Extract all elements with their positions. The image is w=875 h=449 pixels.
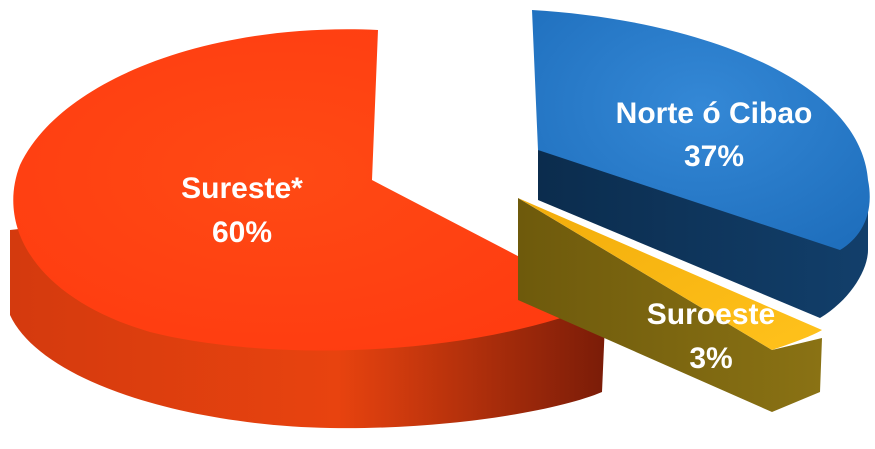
pie-slice-suroeste (518, 198, 822, 412)
label-norte-cibao-value: 37% (684, 140, 744, 173)
label-sureste-value: 60% (212, 216, 272, 249)
label-sureste-category: Sureste* (181, 172, 303, 205)
label-suroeste-value: 3% (689, 342, 732, 375)
pie-slice-sureste (10, 29, 606, 429)
label-norte-cibao-category: Norte ó Cibao (616, 97, 813, 130)
pie-slice-norte-cibao (532, 10, 870, 318)
label-suroeste-category: Suroeste (647, 298, 775, 331)
pie-slice-sureste-top (13, 29, 606, 351)
pie-slice-suroeste-side (518, 198, 822, 412)
pie-slice-suroeste-top (518, 198, 822, 350)
pie-slice-norte-cibao-top (532, 10, 870, 250)
